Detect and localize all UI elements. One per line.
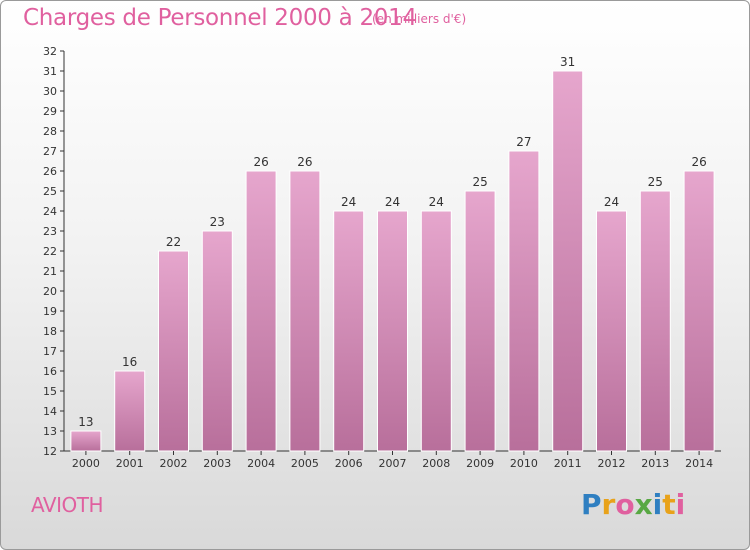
y-tick-label: 19 — [43, 305, 57, 318]
y-tick-label: 25 — [43, 185, 57, 198]
x-tick-label: 2005 — [291, 457, 319, 470]
y-tick-label: 17 — [43, 345, 57, 358]
chart-title: Charges de Personnel 2000 à 2014 — [23, 5, 417, 31]
x-tick-label: 2000 — [72, 457, 100, 470]
data-label: 23 — [210, 215, 225, 229]
bar — [596, 210, 627, 452]
y-tick-label: 21 — [43, 265, 57, 278]
logo-letter: P — [581, 488, 602, 521]
logo-letter: o — [615, 488, 635, 521]
bar — [289, 170, 321, 452]
data-label: 27 — [516, 135, 531, 149]
data-label: 24 — [385, 195, 400, 209]
logo-letter: x — [634, 488, 653, 521]
y-tick-label: 20 — [43, 285, 57, 298]
data-label: 26 — [691, 155, 706, 169]
data-label: 24 — [604, 195, 619, 209]
data-label: 24 — [429, 195, 444, 209]
x-tick-label: 2013 — [641, 457, 669, 470]
data-label: 31 — [560, 55, 575, 69]
bar — [114, 370, 146, 452]
bar — [377, 210, 408, 452]
x-tick-label: 2014 — [685, 457, 713, 470]
bar — [552, 70, 584, 452]
bar — [464, 190, 496, 452]
x-tick-label: 2011 — [554, 457, 582, 470]
y-tick-label: 14 — [43, 405, 57, 418]
y-tick-label: 28 — [43, 125, 57, 138]
data-label: 13 — [78, 415, 93, 429]
bar — [639, 190, 671, 452]
y-tick-label: 32 — [43, 45, 57, 58]
x-tick-label: 2001 — [116, 457, 144, 470]
bar — [70, 430, 102, 452]
x-tick-label: 2008 — [422, 457, 450, 470]
y-tick-label: 18 — [43, 325, 57, 338]
bar — [420, 210, 452, 452]
x-tick-label: 2012 — [598, 457, 626, 470]
logo-letter: t — [662, 488, 676, 521]
bar — [201, 230, 233, 452]
commune-name: AVIOTH — [31, 493, 103, 517]
y-tick-label: 22 — [43, 245, 57, 258]
x-tick-label: 2002 — [160, 457, 188, 470]
x-tick-label: 2007 — [379, 457, 407, 470]
logo-letter: r — [601, 488, 616, 521]
data-label: 25 — [648, 175, 663, 189]
y-tick-label: 12 — [43, 445, 57, 458]
data-label: 24 — [341, 195, 356, 209]
y-tick-label: 26 — [43, 165, 57, 178]
proxiti-logo: Proxiti — [581, 488, 685, 521]
data-label: 26 — [297, 155, 312, 169]
y-tick-label: 15 — [43, 385, 57, 398]
y-tick-label: 30 — [43, 85, 57, 98]
chart-unit: (en milliers d'€) — [372, 12, 467, 26]
bar — [683, 170, 715, 452]
data-label: 16 — [122, 355, 137, 369]
bar — [333, 210, 365, 452]
y-tick-label: 27 — [43, 145, 57, 158]
logo-letter: i — [652, 488, 663, 521]
y-tick-label: 24 — [43, 205, 57, 218]
bar — [508, 150, 540, 452]
y-tick-label: 13 — [43, 425, 57, 438]
logo-letter: i — [675, 488, 686, 521]
data-label: 22 — [166, 235, 181, 249]
x-tick-label: 2003 — [203, 457, 231, 470]
y-tick-label: 31 — [43, 65, 57, 78]
y-tick-label: 16 — [43, 365, 57, 378]
x-tick-label: 2004 — [247, 457, 275, 470]
data-label: 25 — [472, 175, 487, 189]
data-label: 26 — [253, 155, 268, 169]
bar — [245, 170, 277, 452]
x-tick-label: 2009 — [466, 457, 494, 470]
x-tick-label: 2006 — [335, 457, 363, 470]
y-tick-label: 23 — [43, 225, 57, 238]
bar — [158, 250, 189, 452]
x-tick-label: 2010 — [510, 457, 538, 470]
y-tick-label: 29 — [43, 105, 57, 118]
